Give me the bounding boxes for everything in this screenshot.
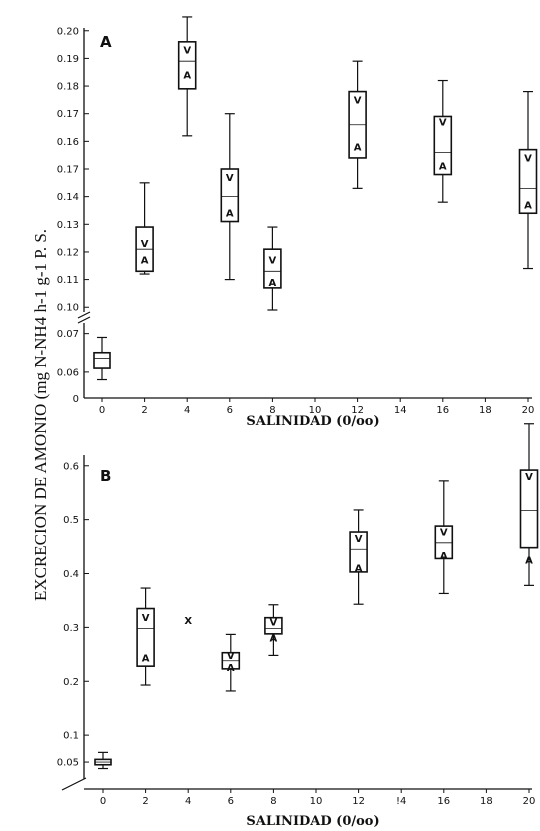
panel-a-box	[263, 248, 282, 289]
panel-a-x-tick-label: 0	[99, 405, 105, 416]
panel-a-annotation: V	[141, 239, 149, 250]
panel-b-annotation: A	[525, 556, 533, 567]
panel-a-y-tick-label: 0.14	[57, 192, 79, 203]
panel-a-x-tick-label: 6	[227, 405, 233, 416]
panel-b-annotation: A	[440, 551, 448, 562]
panel-a-x-tick-label: 4	[184, 405, 190, 416]
panel-b-x-tick-label: 6	[228, 796, 234, 807]
panel-b-label: B	[100, 467, 111, 485]
panel-a-boxes	[93, 16, 538, 381]
panel-a-y-tick-label: 0.17	[57, 165, 79, 176]
panel-a-annotation: A	[524, 200, 532, 211]
panel-a-x-tick-label: 10	[309, 405, 322, 416]
panel-a-y-tick-label: 0.16	[57, 137, 79, 148]
panel-b-box	[136, 607, 155, 667]
panel-b-x-tick-label: 18	[480, 796, 493, 807]
panel-a-axis-break	[77, 311, 91, 324]
panel-a-annotation: A	[269, 278, 277, 289]
panel-a-x-tick-label: 16	[436, 405, 449, 416]
panel-b-y-tick-label: 0.3	[63, 623, 79, 634]
panel-b-box	[264, 616, 283, 635]
panel-b-annotation: A	[227, 663, 235, 674]
panel-b-annotation: A	[270, 634, 278, 645]
panel-b-annotation: X	[184, 616, 192, 627]
panel-a-x-tick-label: 20	[522, 405, 535, 416]
panel-b-y-tick-label: 0.6	[63, 461, 79, 472]
panel-a-y-tick-label: 0.17	[57, 109, 79, 120]
panel-a-annotation: V	[354, 95, 362, 106]
panel-a-y-ticks: 0.06 0.07 0 0.10 0.11 0.12 0.13 0.14 0.17 0.16 0.1…	[57, 26, 89, 405]
panel-a-y-tick-label: 0.07	[57, 329, 79, 340]
panel-a-y-tick-label: 0	[73, 394, 79, 405]
panel-a-annotation: A	[439, 162, 447, 173]
panel-b-box	[349, 531, 368, 573]
panel-a: A SALINIDAD (0/oo) 0 2 4 6 8 10 12 14 16 18 20 0.0…	[57, 16, 538, 429]
panel-a-annotation: A	[141, 256, 149, 267]
panel-b-y-tick-label: 0.2	[63, 677, 79, 688]
panel-b-axis-break	[61, 777, 87, 791]
panel-a-annotation: V	[183, 46, 191, 57]
panel-a-x-axis-title: SALINIDAD (0/oo)	[246, 414, 379, 429]
panel-b-x-ticks: 0 2 4 6 8 10 12 !4 16 18 20	[100, 789, 536, 807]
panel-b-x-tick-label: 2	[142, 796, 148, 807]
panel-b-box	[434, 525, 454, 560]
panel-a-box	[93, 351, 111, 369]
panel-a-y-tick-label: 0.19	[57, 54, 79, 65]
panel-a-y-tick-label: 0.06	[57, 367, 79, 378]
panel-a-x-tick-label: 18	[479, 405, 492, 416]
panel-b-annotation: V	[270, 618, 278, 629]
y-axis-title: EXCRECION DE AMONIO (mg N-NH4 h-1 g-1 P.…	[31, 229, 50, 601]
panel-b-x-tick-label: 16	[437, 796, 450, 807]
panel-b-annotation: A	[142, 654, 150, 665]
panel-a-annotation: A	[354, 142, 362, 153]
panel-b-x-tick-label: !4	[396, 796, 406, 807]
panel-b-annotation: V	[525, 472, 533, 483]
panel-b-y-tick-label: 0.05	[57, 758, 79, 769]
panel-b-y-tick-label: 0.1	[63, 731, 79, 742]
panel-a-box	[518, 148, 538, 215]
panel-b-box	[519, 469, 539, 549]
panel-a-box	[177, 41, 197, 90]
panel-a-y-tick-label: 0.10	[57, 303, 79, 314]
panel-a-annotation: V	[269, 256, 277, 267]
panel-b-x-tick-label: 0	[100, 796, 106, 807]
panel-b-annotation: V	[142, 613, 150, 624]
panel-a-label: A	[100, 33, 112, 51]
panel-b-boxes	[94, 423, 539, 770]
panel-b-annotation: A	[355, 564, 363, 575]
panel-a-y-tick-label: 0.11	[57, 275, 79, 286]
panel-b-x-tick-label: 8	[270, 796, 276, 807]
panel-a-x-tick-label: 12	[351, 405, 364, 416]
panel-a-y-tick-label: 0.13	[57, 220, 79, 231]
panel-b-y-tick-label: 0.5	[63, 515, 79, 526]
panel-a-annotation: V	[226, 173, 234, 184]
panel-b-annotation: V	[227, 651, 235, 662]
panel-b-annotation: V	[355, 534, 363, 545]
panel-a-box	[433, 115, 453, 176]
panel-a-box	[220, 168, 240, 223]
panel-b-x-tick-label: 4	[185, 796, 191, 807]
panel-a-x-tick-label: 14	[394, 405, 407, 416]
panel-b-x-tick-label: 20	[523, 796, 536, 807]
panel-a-x-tick-label: 2	[141, 405, 147, 416]
panel-a-annotation: V	[524, 153, 532, 164]
panel-a-annotation: A	[183, 71, 191, 82]
panel-a-x-ticks: 0 2 4 6 8 10 12 14 16 18 20	[99, 398, 535, 416]
panel-b-x-tick-label: 12	[352, 796, 365, 807]
panel-a-annotation: V	[439, 118, 447, 129]
panel-b-y-ticks: 0.05 0.1 0.2 0.3 0.4 0.5 0.6	[57, 461, 89, 769]
panel-b-annotation: V	[440, 528, 448, 539]
panel-b-x-axis-title: SALINIDAD (0/oo)	[246, 814, 379, 829]
panel-a-annotation: A	[226, 209, 234, 220]
panel-b-x-tick-label: 10	[310, 796, 323, 807]
panel-a-y-tick-label: 0.18	[57, 82, 79, 93]
panel-a-y-tick-label: 0.12	[57, 247, 79, 258]
panel-a-x-tick-label: 8	[269, 405, 275, 416]
panel-b: B SALINIDAD (0/oo) 0 2 4 6 8 10 12 !4 16 18 20 0.0…	[57, 423, 539, 829]
panel-b-y-tick-label: 0.4	[63, 569, 79, 580]
panel-a-y-tick-label: 0.20	[57, 26, 79, 37]
